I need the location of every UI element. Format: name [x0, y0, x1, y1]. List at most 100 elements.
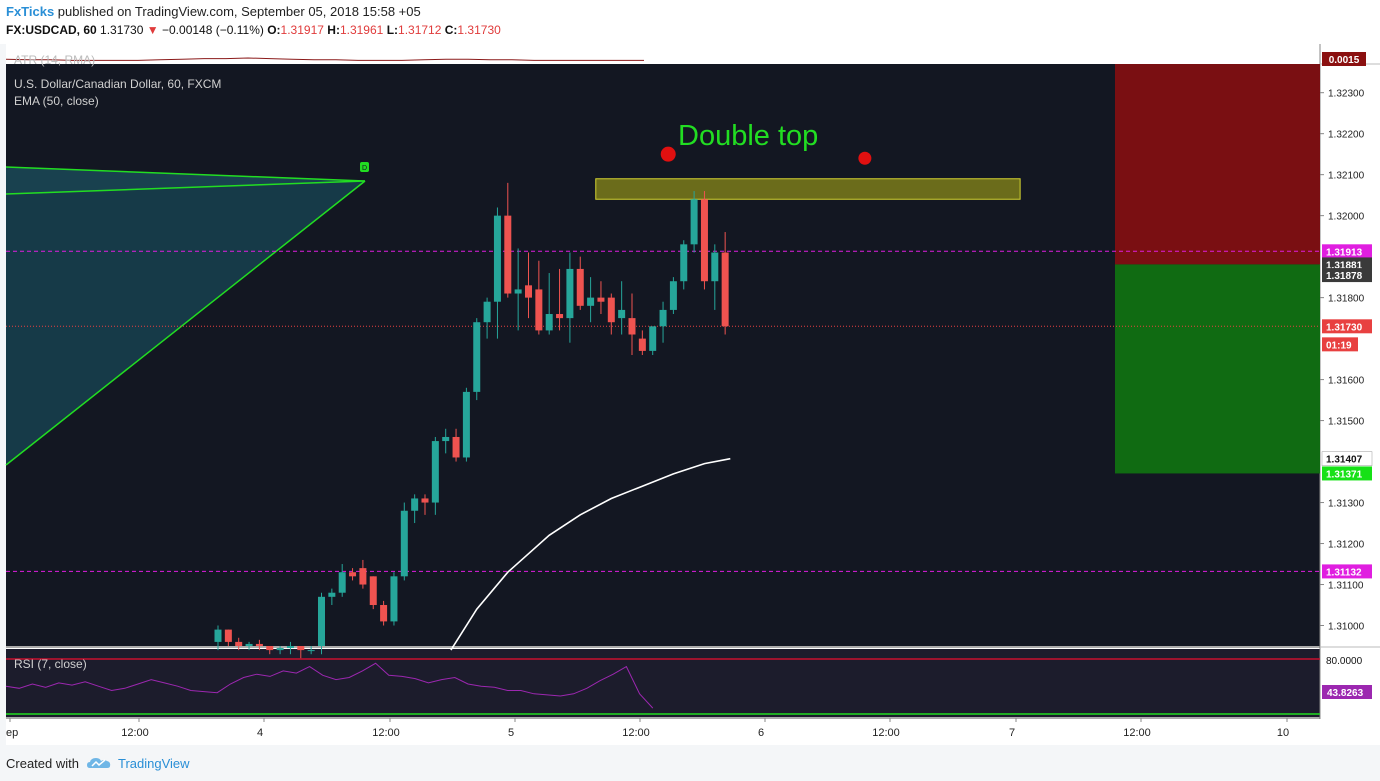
rsi-series	[5, 662, 654, 709]
triangle-mid-line	[5, 180, 366, 195]
x-tick-label: 4	[257, 727, 263, 739]
candle-body	[297, 646, 305, 651]
candle-body	[680, 244, 688, 282]
rsi-label: RSI (7, close)	[14, 657, 87, 671]
author-link[interactable]: FxTicks	[6, 4, 55, 19]
candle-body	[431, 441, 439, 503]
candle-body	[462, 391, 470, 458]
triangle-lower-line	[5, 180, 366, 466]
rsi-value: 43.8263	[1327, 688, 1364, 699]
y-tick-label: 1.32300	[1328, 89, 1365, 100]
x-tick-label: 7	[1009, 727, 1015, 739]
candle-body	[349, 572, 357, 577]
low-label: L:	[386, 23, 399, 37]
price-chart[interactable]: D Double top 80.0000 43.8263 1.32300 1.322…	[0, 44, 1380, 745]
x-tick-label: 10	[1277, 727, 1289, 739]
pattern-point-marker[interactable]	[360, 162, 369, 172]
candle-body	[318, 596, 325, 646]
time-axis[interactable]: ep 12:00 4 12:00 5 12:00 6 12:00 7 12:00 10	[6, 718, 1289, 739]
publish-line: FxTicks published on TradingView.com, Se…	[6, 4, 421, 19]
candle-body	[597, 297, 605, 302]
y-tick-label: 1.32100	[1328, 171, 1365, 182]
candle-body	[556, 314, 564, 319]
close-value: 1.31730	[457, 23, 501, 37]
price-label-bg	[1322, 268, 1372, 283]
atr-pane	[5, 57, 644, 61]
price-label: 1.31407	[1326, 455, 1363, 466]
candle-body	[700, 199, 708, 282]
atr-value: 0.0015	[1329, 55, 1360, 66]
candle-body	[442, 436, 450, 442]
price-label-bg	[1322, 466, 1372, 481]
candle-body	[721, 252, 729, 327]
price-label: 1.31132	[1326, 567, 1362, 578]
x-tick-label: 12:00	[872, 727, 900, 739]
triangle-upper-fill	[6, 167, 365, 194]
y-tick-label: 1.31100	[1328, 581, 1364, 592]
top-marker	[858, 151, 872, 165]
rsi-pane: 80.0000 43.8263	[5, 656, 1372, 715]
x-tick-label: 12:00	[121, 727, 149, 739]
resistance-zone[interactable]	[595, 178, 1021, 200]
resistance-rect	[595, 178, 1021, 200]
tradingview-logo-icon	[87, 758, 111, 768]
candle-body	[400, 510, 408, 577]
close-label: C:	[444, 23, 458, 37]
candle-body	[235, 641, 243, 646]
candle-body	[369, 576, 377, 606]
x-tick-label: 12:00	[372, 727, 400, 739]
x-tick-label: 6	[758, 727, 764, 739]
candle-body	[307, 650, 315, 652]
x-tick-label: ep	[6, 727, 18, 739]
double-top-annotation[interactable]: Double top	[678, 120, 818, 152]
atr-series	[5, 57, 644, 61]
publish-info: published on TradingView.com, September …	[54, 4, 421, 19]
y-tick-label: 1.31800	[1328, 294, 1365, 305]
candle-body	[276, 648, 284, 651]
tradingview-link[interactable]: TradingView	[118, 756, 190, 771]
x-tick-label: 12:00	[1123, 727, 1151, 739]
price-axis[interactable]: 1.32300 1.32200 1.32100 1.32000 1.31800 1.316…	[1320, 89, 1365, 633]
candle-body	[690, 199, 698, 245]
y-tick-label: 1.31000	[1328, 622, 1365, 633]
chart-title: U.S. Dollar/Canadian Dollar, 60, FXCM	[14, 77, 221, 91]
candle-body	[286, 646, 294, 649]
candle-body	[535, 289, 543, 331]
candle-body	[411, 498, 419, 511]
price-label: 1.31371	[1326, 469, 1363, 480]
candle-body	[493, 215, 501, 302]
triangle-upper-line	[5, 166, 366, 182]
rsi-level-label: 80.0000	[1326, 656, 1363, 667]
candle-body	[214, 629, 222, 642]
y-tick-label: 1.31200	[1328, 540, 1365, 551]
ema-series	[450, 457, 731, 651]
price-label: 01:19	[1326, 340, 1352, 351]
candle-body	[514, 289, 522, 294]
x-tick-label: 12:00	[622, 727, 650, 739]
candle-body	[669, 281, 677, 310]
candle-body	[659, 309, 667, 327]
candle-body	[224, 629, 232, 642]
created-with-label: Created with	[6, 756, 79, 771]
take-profit-zone	[1115, 264, 1320, 474]
last-price: 1.31730	[100, 23, 144, 37]
y-tick-label: 1.32000	[1328, 212, 1365, 223]
price-label-bg	[1322, 337, 1358, 352]
candle-body	[328, 592, 336, 597]
candlesticks	[214, 182, 729, 659]
rsi-value-bg	[1322, 685, 1372, 699]
candle-body	[473, 322, 481, 392]
candle-body	[452, 436, 460, 458]
candle-body	[576, 268, 584, 306]
candle-body	[390, 576, 398, 622]
candle-body	[649, 326, 657, 351]
footer: Created with TradingView	[0, 745, 1380, 781]
y-tick-label: 1.31500	[1328, 417, 1365, 428]
top-marker	[660, 146, 676, 162]
triangle-pattern[interactable]: D	[5, 162, 369, 466]
chart-header: FxTicks published on TradingView.com, Se…	[0, 0, 1380, 44]
symbol-label: FX:USDCAD, 60	[6, 23, 97, 37]
candle-body	[587, 297, 595, 306]
open-label: O:	[267, 23, 281, 37]
risk-reward-box[interactable]	[1115, 64, 1320, 474]
